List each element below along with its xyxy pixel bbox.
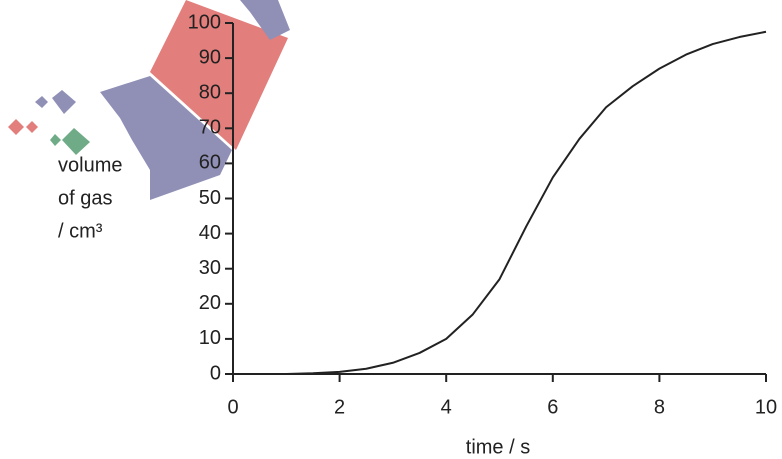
x-tick-label: 0 xyxy=(227,396,238,418)
diamond xyxy=(35,96,48,108)
x-tick-label: 10 xyxy=(755,396,777,418)
diamond xyxy=(62,128,90,155)
y-tick-label: 30 xyxy=(199,257,221,279)
x-tick-label: 4 xyxy=(441,396,452,418)
y-tick-label: 80 xyxy=(199,81,221,103)
y-tick-label: 10 xyxy=(199,327,221,349)
y-tick-label: 20 xyxy=(199,292,221,314)
diamond xyxy=(52,90,76,114)
red-shape xyxy=(150,0,288,150)
blue-shape xyxy=(100,76,232,200)
y-tick-label: 40 xyxy=(199,222,221,244)
diamond xyxy=(50,134,61,146)
y-axis-label: of gas xyxy=(58,187,112,209)
x-axis-label: time / s xyxy=(466,436,530,458)
blue-shape xyxy=(240,0,290,40)
x-tick-label: 6 xyxy=(547,396,558,418)
x-tick-label: 2 xyxy=(334,396,345,418)
y-axis-label: / cm³ xyxy=(58,220,103,242)
y-axis-label: volume xyxy=(58,154,122,176)
x-tick-label: 8 xyxy=(654,396,665,418)
y-tick-label: 70 xyxy=(199,117,221,139)
y-tick-label: 0 xyxy=(210,362,221,384)
data-line xyxy=(286,30,767,375)
y-tick-label: 90 xyxy=(199,46,221,68)
diamond xyxy=(26,121,38,133)
y-tick-label: 60 xyxy=(199,152,221,174)
y-tick-label: 100 xyxy=(188,11,221,33)
y-tick-label: 50 xyxy=(199,187,221,209)
diamond xyxy=(8,119,24,135)
decoration xyxy=(8,0,290,200)
